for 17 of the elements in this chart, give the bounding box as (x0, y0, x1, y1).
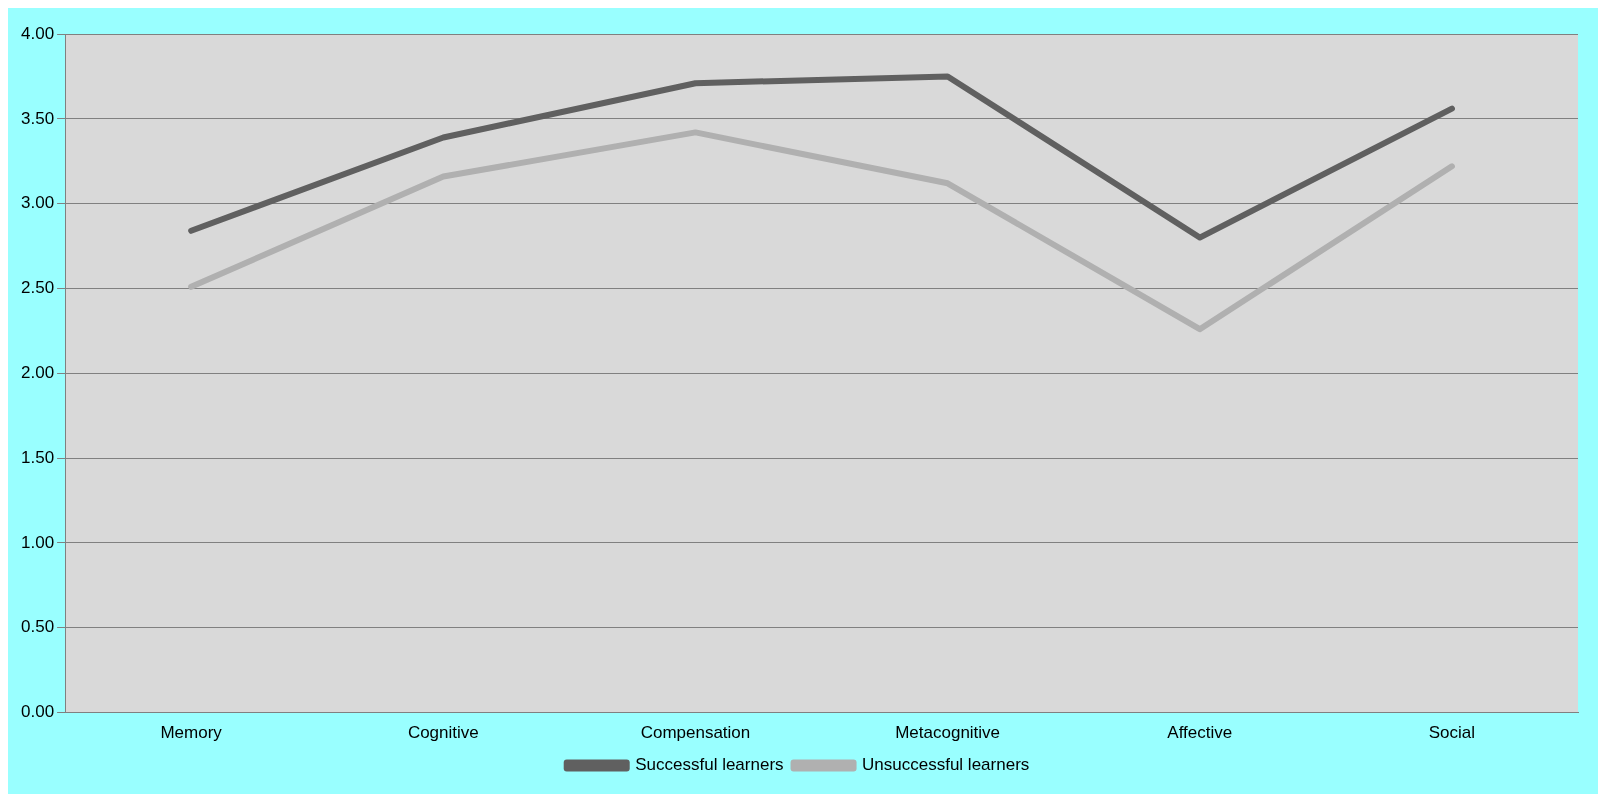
y-tick-label: 1.50 (20, 447, 55, 467)
y-tick-label: 1.00 (20, 532, 55, 552)
y-tick-label: 0.50 (20, 617, 55, 637)
y-tick-label: 2.50 (20, 278, 55, 298)
y-tick-label: 0.00 (20, 702, 55, 722)
y-tick-label: 4.00 (20, 23, 55, 43)
y-tick-label: 3.50 (20, 108, 55, 128)
x-tick-label: Cognitive (407, 723, 479, 743)
legend-label: Successful learners (635, 755, 784, 775)
legend-label: Unsuccessful learners (862, 755, 1030, 775)
x-tick-label: Metacognitive (895, 723, 1001, 743)
x-tick-label: Memory (160, 723, 223, 743)
y-tick-label: 3.00 (20, 193, 55, 213)
x-tick-label: Social (1428, 723, 1476, 743)
x-tick-label: Compensation (640, 723, 751, 743)
x-tick-label: Affective (1167, 723, 1233, 743)
y-tick-label: 2.00 (20, 362, 55, 382)
